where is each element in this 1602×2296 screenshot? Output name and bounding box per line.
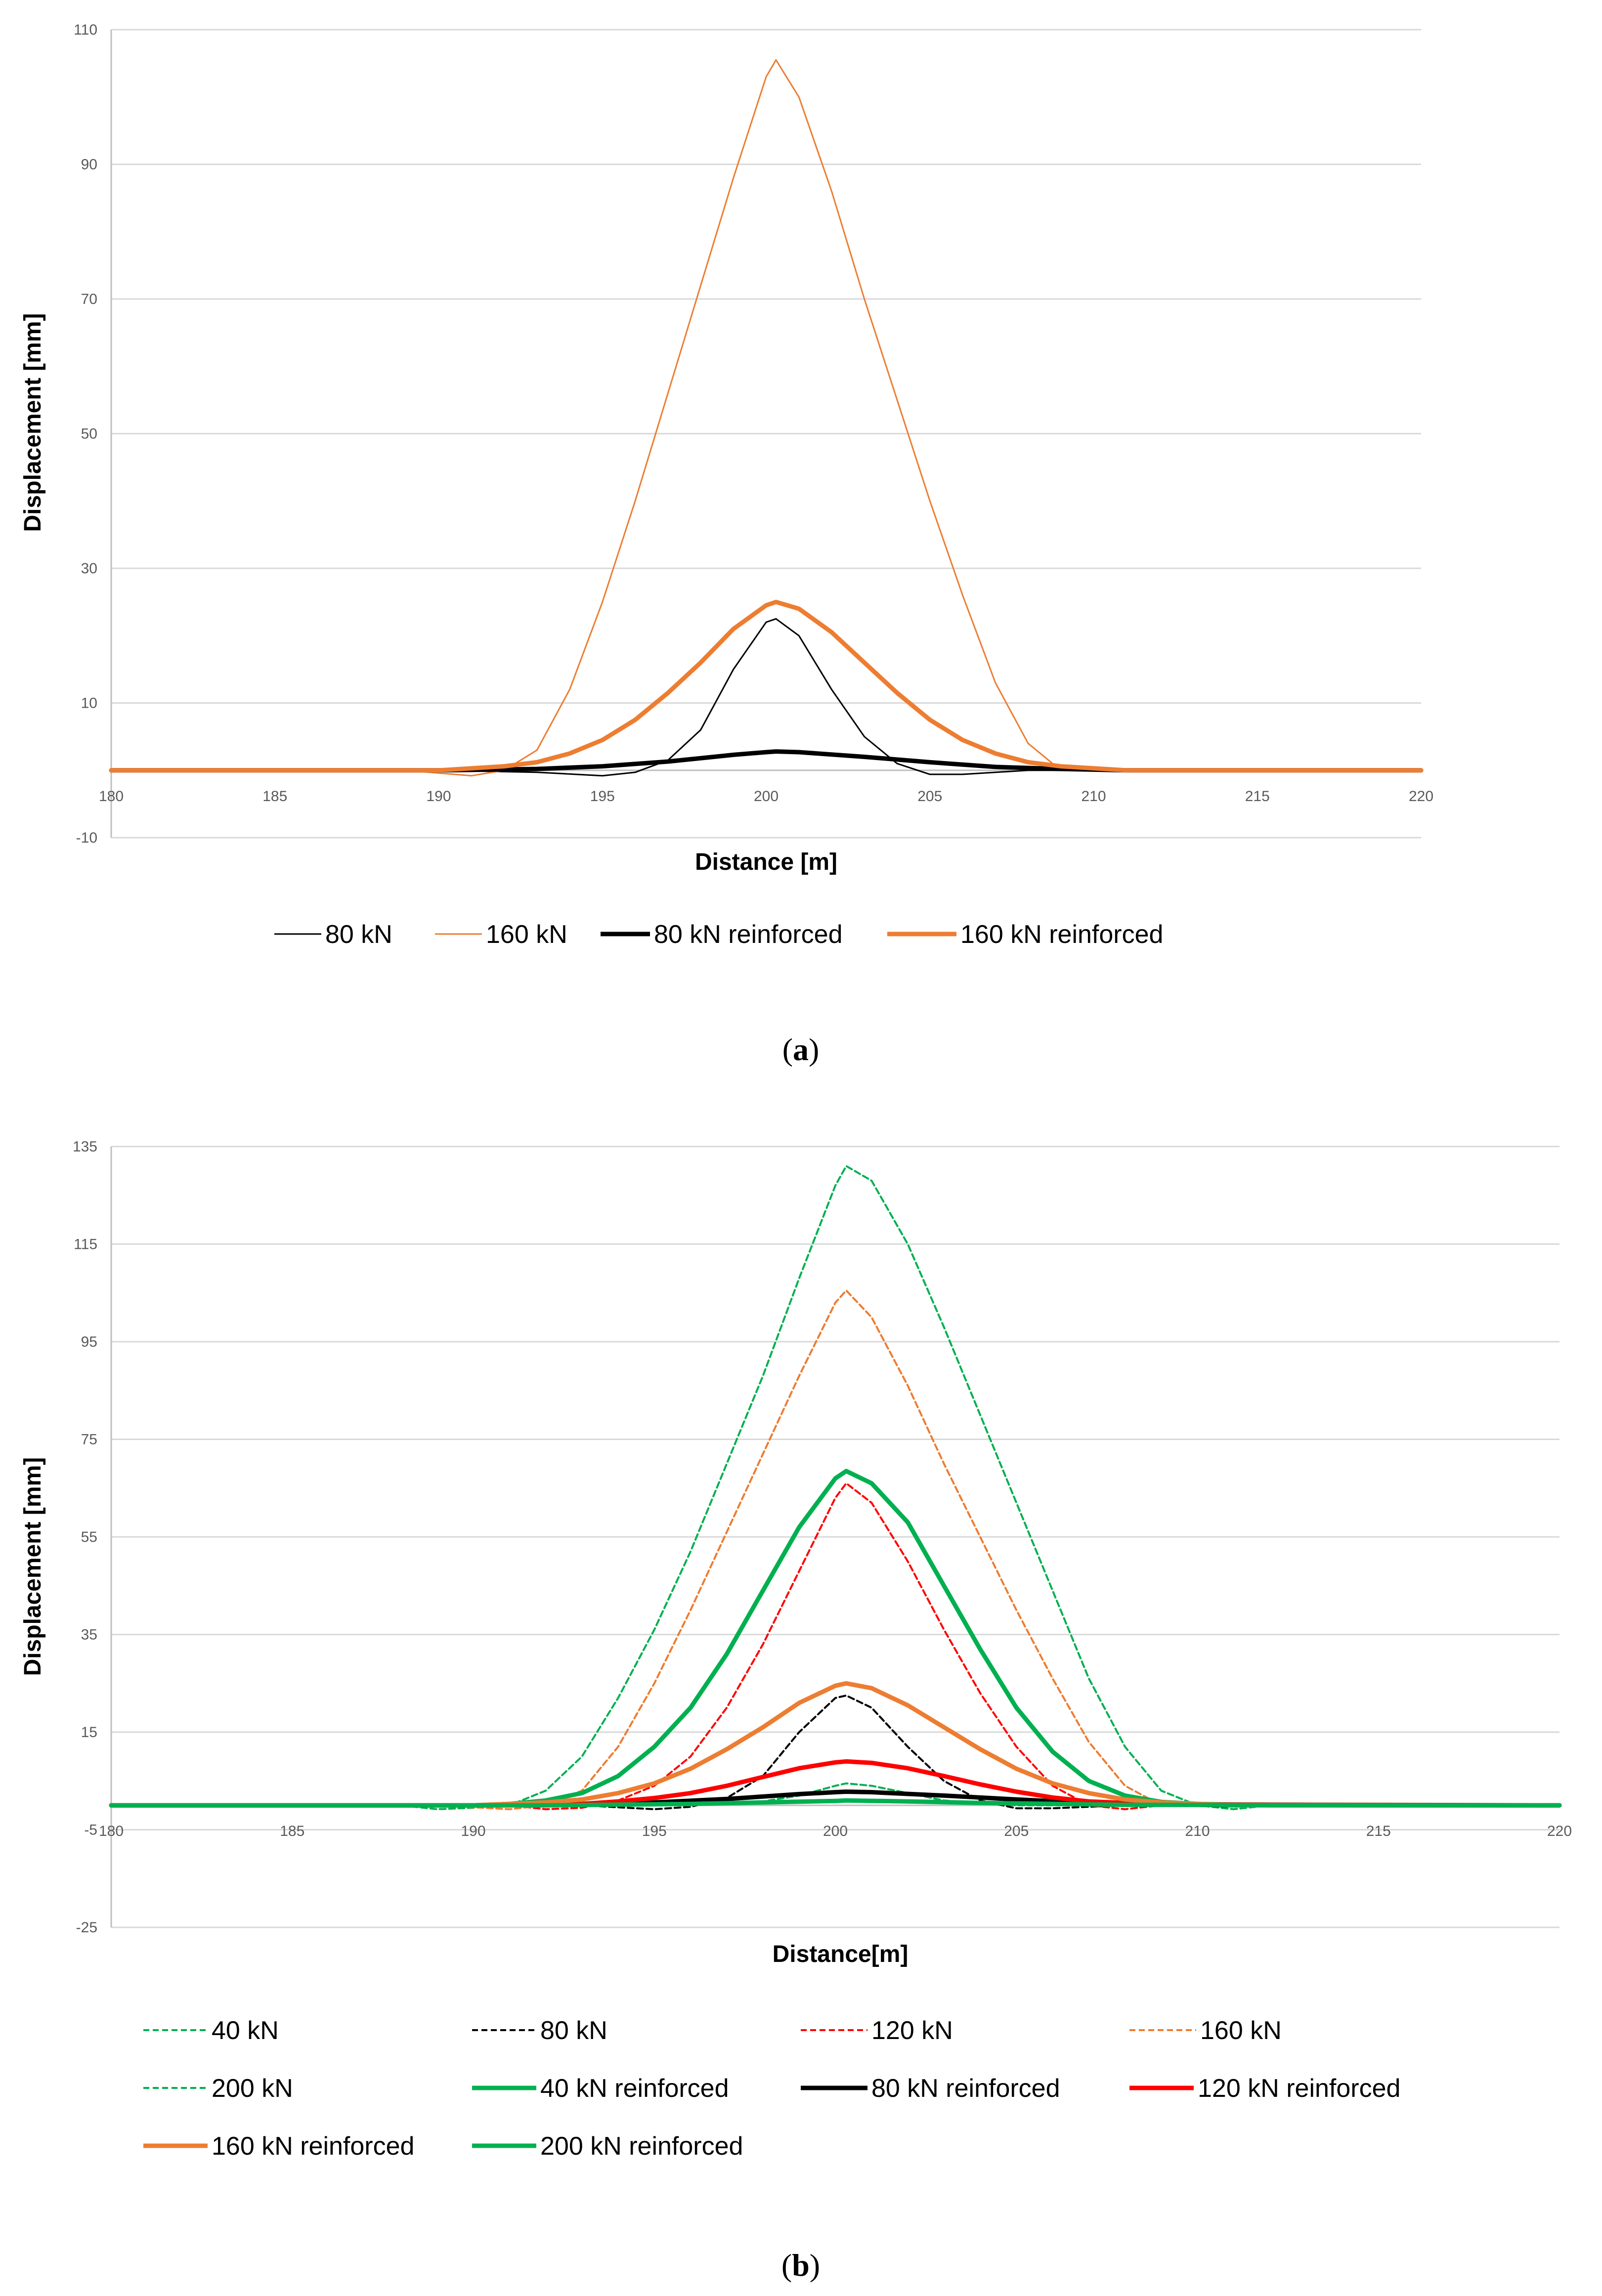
chart-a-series-line — [109, 599, 1424, 773]
chart-b-x-tick-label: 210 — [1185, 1823, 1210, 1839]
chart-a-caption-letter: a — [793, 1032, 809, 1067]
chart-b-x-tick-label: 215 — [1366, 1823, 1391, 1839]
chart-b-legend-label: 80 kN reinforced — [871, 2074, 1060, 2103]
chart-a-legend: 80 kN 160 kN 80 kN reinforced 160 kN reinfo… — [274, 920, 1163, 949]
chart-b-legend-label: 160 kN — [1200, 2016, 1282, 2045]
chart-a-x-tick-label: 210 — [1081, 788, 1106, 805]
chart-a-tick-labels: -10 10 30 50 70 90 110 180 185 190 195 200 205 210 215… — [74, 22, 1433, 846]
chart-b-series — [109, 1165, 1562, 1810]
chart-a-legend-label: 80 kN reinforced — [654, 920, 843, 949]
chart-a-y-tick-label: 110 — [74, 22, 97, 38]
chart-b-y-tick-label: 75 — [81, 1432, 97, 1448]
chart-a-y-tick-label: 50 — [81, 426, 97, 442]
chart-b-x-tick-label: 195 — [642, 1823, 667, 1839]
chart-b-legend-label: 200 kN — [212, 2074, 293, 2103]
chart-b-x-tick-label: 200 — [823, 1823, 848, 1839]
chart-a-gridlines — [111, 29, 1421, 839]
chart-a-legend-label: 160 kN reinforced — [960, 920, 1163, 949]
chart-a-y-tick-label: 30 — [81, 560, 97, 577]
chart-a-y-tick-label: -10 — [76, 830, 97, 846]
chart-b-x-tick-label: 185 — [280, 1823, 304, 1839]
chart-a-series-line — [109, 749, 1424, 773]
chart-b-legend-label: 80 kN — [540, 2016, 607, 2045]
chart-b-x-axis-title: Distance[m] — [773, 1941, 909, 1967]
chart-b-caption: (b) — [781, 2248, 820, 2283]
chart-b-y-tick-label: 115 — [74, 1236, 97, 1253]
chart-a-x-tick-label: 185 — [262, 788, 287, 805]
chart-b-x-tick-label: 205 — [1004, 1823, 1029, 1839]
chart-b-y-tick-label: 135 — [73, 1139, 97, 1155]
chart-a-x-tick-label: 215 — [1245, 788, 1270, 805]
chart-b-legend-label: 120 kN — [871, 2016, 953, 2045]
chart-b-series-line — [109, 1759, 1562, 1808]
chart-b-legend: 40 kN 80 kN 120 kN 160 kN 200 kN 40 kN reinfo… — [143, 2016, 1400, 2161]
chart-b-y-tick-label: -5 — [84, 1822, 97, 1838]
chart-a-x-tick-label: 205 — [917, 788, 942, 805]
chart-a-x-tick-label: 195 — [590, 788, 615, 805]
chart-a-y-tick-label: 90 — [81, 157, 97, 173]
chart-a-x-tick-label: 180 — [99, 788, 124, 805]
chart-a-x-tick-label: 220 — [1409, 788, 1433, 805]
chart-b-series-line — [110, 1165, 1560, 1810]
chart-b-series-line — [109, 1681, 1562, 1808]
chart-b-y-tick-label: 15 — [81, 1724, 97, 1741]
chart-a: -10 10 30 50 70 90 110 180 185 190 195 200 205 210 215… — [20, 22, 1433, 1067]
chart-b-legend-label: 40 kN — [212, 2016, 279, 2045]
chart-a-legend-label: 160 kN — [486, 920, 567, 949]
chart-b-y-axis-title: Displacement [mm] — [20, 1457, 46, 1676]
chart-b-caption-letter: b — [792, 2248, 810, 2283]
chart-a-x-tick-label: 200 — [754, 788, 779, 805]
chart-b-y-tick-label: 55 — [81, 1529, 97, 1545]
chart-a-legend-label: 80 kN — [325, 920, 392, 949]
chart-a-series — [109, 59, 1424, 777]
chart-b-series-line — [110, 1694, 1560, 1810]
chart-b-x-tick-label: 190 — [461, 1823, 485, 1839]
chart-a-series-line — [110, 59, 1422, 777]
chart-b-legend-label: 40 kN reinforced — [540, 2074, 729, 2103]
chart-b-series-line — [109, 1798, 1562, 1808]
chart-a-x-tick-label: 190 — [426, 788, 451, 805]
chart-b-legend-label: 120 kN reinforced — [1198, 2074, 1400, 2103]
chart-b-legend-label: 160 kN reinforced — [212, 2132, 414, 2161]
chart-b-tick-labels: -25 -5 15 35 55 75 95 115 135 180 185 190 195 200 205 2… — [73, 1139, 1572, 1936]
chart-b-y-tick-label: 35 — [81, 1627, 97, 1643]
chart-a-y-axis-title: Displacement [mm] — [20, 313, 46, 532]
chart-b-series-line — [109, 1469, 1562, 1808]
chart-b: -25 -5 15 35 55 75 95 115 135 180 185 190 195 200 205 2… — [20, 1139, 1572, 2283]
chart-b-y-tick-label: -25 — [76, 1919, 97, 1936]
chart-b-x-tick-label: 220 — [1547, 1823, 1572, 1839]
chart-a-x-axis-title: Distance [m] — [695, 849, 837, 875]
chart-b-gridlines — [111, 1146, 1559, 1928]
chart-b-x-tick-label: 180 — [99, 1823, 124, 1839]
chart-b-y-tick-label: 95 — [81, 1334, 97, 1350]
chart-a-y-tick-label: 70 — [81, 291, 97, 307]
chart-b-series-line — [110, 1289, 1560, 1810]
chart-a-series-line — [110, 618, 1422, 777]
chart-a-y-tick-label: 10 — [81, 695, 97, 712]
chart-a-caption: (a) — [782, 1032, 820, 1067]
chart-b-legend-label: 200 kN reinforced — [540, 2132, 743, 2161]
